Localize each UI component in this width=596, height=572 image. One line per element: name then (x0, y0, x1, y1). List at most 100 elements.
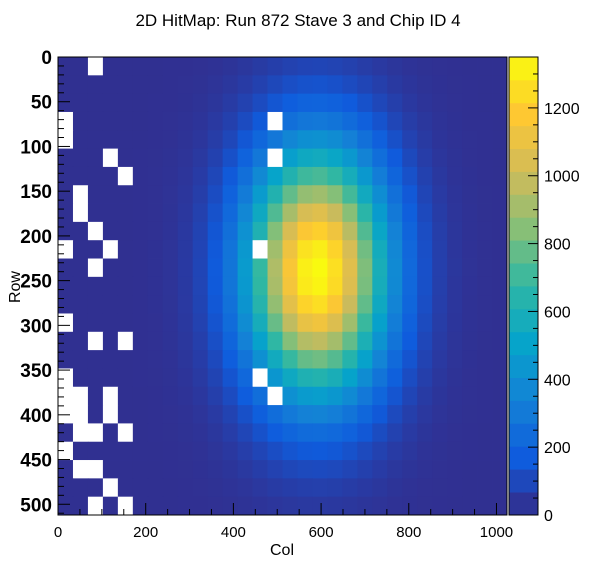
heatmap-cell (462, 478, 478, 498)
heatmap-cell (402, 203, 418, 223)
heatmap-cell (357, 368, 373, 388)
heatmap-cell (492, 111, 508, 131)
heatmap-cell (162, 166, 179, 186)
heatmap-cell (297, 93, 313, 113)
heatmap-cell (282, 166, 298, 186)
heatmap-cell (207, 203, 224, 223)
heatmap-cell (387, 405, 403, 424)
heatmap-cell (447, 350, 463, 369)
heatmap-cell (372, 221, 388, 241)
heatmap-cell (252, 350, 268, 369)
heatmap-cell (177, 441, 194, 461)
heatmap-cell (177, 258, 194, 278)
heatmap-cell (342, 331, 358, 351)
heatmap-cell (58, 57, 74, 76)
heatmap-cell (297, 295, 313, 314)
heatmap-cell (312, 496, 328, 516)
heatmap-cell (102, 185, 119, 204)
y-tick-label: 450 (20, 451, 52, 472)
heatmap-cell (492, 386, 508, 406)
heatmap-cell (342, 166, 358, 186)
heatmap-cell (207, 258, 224, 278)
heatmap-cell (267, 313, 283, 333)
colorbar-tick-label: 0 (544, 508, 553, 525)
heatmap-cell (117, 130, 134, 149)
heatmap-cell (117, 496, 134, 516)
heatmap-cell (372, 57, 388, 76)
x-tick-label: 0 (54, 524, 62, 541)
heatmap-cell (267, 148, 283, 168)
heatmap-cell (477, 57, 493, 76)
heatmap-cell (372, 423, 388, 443)
heatmap-cell (282, 313, 298, 333)
heatmap-cell (327, 203, 343, 223)
colorbar-tick-label: 600 (544, 304, 571, 321)
heatmap-cell (132, 423, 149, 443)
heatmap-cell (87, 203, 104, 223)
heatmap-cell (342, 221, 358, 241)
heatmap-cell (312, 111, 328, 131)
heatmap-cell (402, 313, 418, 333)
heatmap-cell (462, 93, 478, 113)
heatmap-cell (177, 386, 194, 406)
heatmap-cell (447, 221, 463, 241)
heatmap-cell (462, 423, 478, 443)
heatmap-cell (252, 130, 268, 149)
heatmap-cell (402, 166, 418, 186)
colorbar-segment (509, 240, 538, 264)
heatmap-cell (132, 368, 149, 388)
heatmap-cell (447, 460, 463, 479)
heatmap-cell (252, 148, 268, 168)
heatmap-cell (402, 221, 418, 241)
heatmap-cell (327, 166, 343, 186)
heatmap-cell (297, 368, 313, 388)
heatmap-cell (222, 111, 238, 131)
heatmap-cell (117, 276, 134, 296)
heatmap-cell (282, 368, 298, 388)
heatmap-cell (432, 93, 448, 113)
heatmap-cell (207, 221, 224, 241)
heatmap-cell (132, 478, 149, 498)
heatmap-cell (267, 295, 283, 314)
heatmap-cell (432, 386, 448, 406)
heatmap-cell (432, 57, 448, 76)
heatmap-cell (102, 331, 119, 351)
heatmap-cell (387, 460, 403, 479)
heatmap-cell (327, 386, 343, 406)
colorbar-segment (509, 400, 538, 424)
heatmap-cell (387, 166, 403, 186)
heatmap-cell (162, 221, 179, 241)
heatmap-cell (147, 460, 164, 479)
heatmap-cell (357, 185, 373, 204)
heatmap-cell (357, 405, 373, 424)
heatmap-cell (132, 240, 149, 259)
heatmap-cell (387, 258, 403, 278)
heatmap-cell (252, 405, 268, 424)
heatmap-cell (372, 350, 388, 369)
heatmap-cell (327, 130, 343, 149)
heatmap-cell (342, 295, 358, 314)
heatmap-cell (342, 75, 358, 95)
heatmap-cell (207, 313, 224, 333)
heatmap-cell (117, 166, 134, 186)
y-tick-label: 400 (20, 406, 52, 427)
heatmap-cell (87, 240, 104, 259)
heatmap-cell (297, 313, 313, 333)
heatmap-cell (192, 148, 209, 168)
heatmap-cell (192, 460, 209, 479)
heatmap-cell (207, 478, 224, 498)
heatmap-cell (237, 75, 253, 95)
heatmap-cell (477, 331, 493, 351)
heatmap-cell (282, 331, 298, 351)
heatmap-cell (117, 295, 134, 314)
heatmap-cell (432, 111, 448, 131)
heatmap-cell (282, 221, 298, 241)
heatmap-cell (282, 75, 298, 95)
heatmap-cell (267, 221, 283, 241)
heatmap-cell (477, 460, 493, 479)
colorbar-segment (509, 263, 538, 287)
heatmap-cell (87, 405, 104, 424)
heatmap-cell (252, 185, 268, 204)
heatmap-cell (162, 441, 179, 461)
heatmap-cell (162, 148, 179, 168)
